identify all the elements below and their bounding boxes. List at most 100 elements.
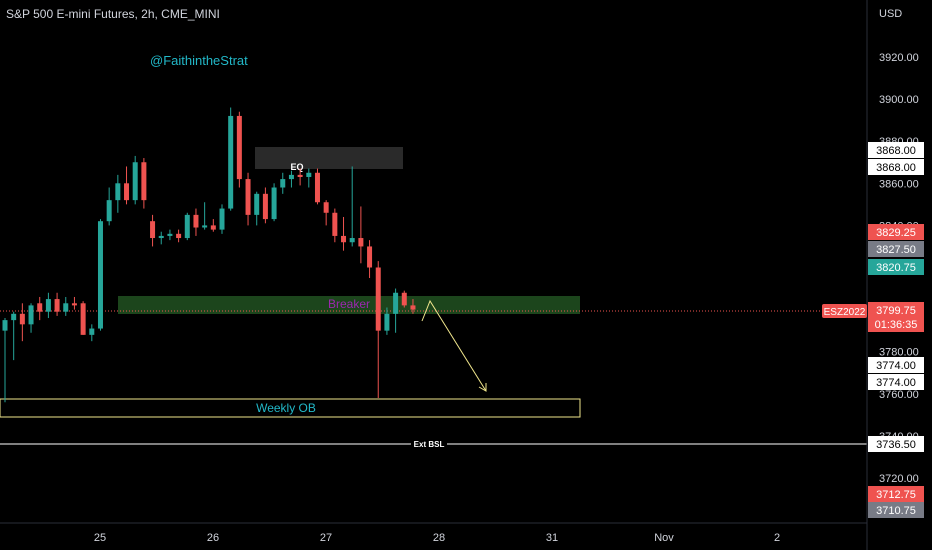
candle: [167, 229, 173, 241]
time-label: Nov: [654, 532, 674, 544]
time-label: 2: [774, 532, 780, 544]
candle: [19, 303, 25, 342]
candle: [132, 155, 138, 205]
candle-body: [393, 292, 399, 314]
candle: [63, 296, 69, 316]
candle: [314, 168, 320, 205]
candle: [245, 172, 251, 226]
price-label: 3712.75: [868, 486, 924, 502]
price-label: 3799.75: [868, 302, 924, 318]
price-label: 3868.00: [868, 142, 924, 158]
price-label: 3820.75: [868, 259, 924, 275]
candle: [176, 229, 182, 243]
candle-body: [410, 305, 416, 310]
candle-body: [132, 162, 138, 201]
ext-bsl-label-bg: [411, 438, 447, 450]
price-label-bg: [868, 357, 924, 373]
candle: [184, 212, 190, 241]
price-label-bg: [868, 259, 924, 275]
price-axis-labels: 3868.00 3868.00 3829.25 3827.50 3820.75 3799.…: [868, 142, 924, 518]
candle: [288, 170, 294, 188]
candle-body: [349, 238, 355, 243]
candle-body: [202, 225, 208, 228]
candle-body: [332, 212, 338, 236]
price-tick: 3780.00: [879, 347, 919, 359]
price-label-text: 3868.00: [876, 145, 916, 157]
price-label-bg: [868, 241, 924, 257]
candle: [80, 301, 86, 335]
price-tick: 3860.00: [879, 178, 919, 190]
price-label: 3829.25: [868, 224, 924, 240]
candle-body: [254, 193, 260, 215]
price-label: 3736.50: [868, 436, 924, 452]
candle-body: [367, 246, 373, 268]
symbol-title[interactable]: S&P 500 E-mini Futures, 2h, CME_MINI: [6, 7, 220, 21]
time-label: 27: [320, 532, 332, 544]
price-label-text: 3799.75: [876, 305, 916, 317]
candle: [384, 307, 390, 335]
candle: [271, 183, 277, 222]
candle-body: [193, 214, 199, 228]
candle: [97, 219, 103, 331]
ext-bsl-label: Ext BSL: [414, 440, 445, 449]
price-tick: 3720.00: [879, 473, 919, 485]
candle-body: [2, 320, 8, 331]
candle-body: [37, 303, 43, 312]
candle-body: [71, 303, 77, 306]
candle-body: [115, 183, 121, 201]
candle: [193, 208, 199, 236]
candle-body: [19, 313, 25, 325]
candle-body: [106, 200, 112, 222]
candle: [106, 187, 112, 226]
projection-path: [421, 299, 487, 392]
price-label-bg: [868, 159, 924, 175]
watermark-text: @FaithintheStrat: [150, 53, 248, 68]
price-label-bg: [868, 502, 924, 518]
candle: [375, 261, 381, 399]
candle: [37, 296, 43, 321]
time-axis-labels: 25 26 27 28 31 Nov 2: [94, 532, 780, 544]
price-label-text: 3868.00: [876, 162, 916, 174]
symbol-tag-bg: [822, 304, 867, 318]
candle: [228, 107, 234, 211]
candle-body: [280, 179, 286, 188]
price-label: 3827.50: [868, 241, 924, 257]
price-label: 3710.75: [868, 502, 924, 518]
price-label-text: 3827.50: [876, 244, 916, 256]
candle-body: [219, 208, 225, 230]
time-label: 25: [94, 532, 106, 544]
candle-body: [80, 303, 86, 335]
candle-body: [297, 174, 303, 177]
price-label-text: 3712.75: [876, 489, 916, 501]
candle: [89, 324, 95, 342]
projection-arrow[interactable]: [421, 299, 487, 392]
candle: [297, 168, 303, 186]
zones-layer: EQ Breaker Weekly OB Ext BSL: [0, 147, 867, 450]
arrow-head: [478, 383, 487, 392]
candle-body: [314, 172, 320, 203]
weekly-ob-label: Weekly OB: [256, 401, 316, 415]
price-label-bg: [868, 224, 924, 240]
candle-body: [28, 305, 34, 325]
candle: [219, 204, 225, 234]
candle-body: [384, 313, 390, 331]
candle: [202, 202, 208, 230]
candle: [124, 166, 130, 205]
candle-body: [401, 292, 407, 306]
price-label-text: 3774.00: [876, 360, 916, 372]
candle-body: [176, 233, 182, 239]
candle: [11, 311, 17, 361]
candle-body: [89, 328, 95, 335]
candle: [150, 214, 156, 247]
candle-body: [141, 162, 147, 201]
candle-body: [150, 221, 156, 239]
candle: [349, 166, 355, 247]
time-label: 26: [207, 532, 219, 544]
candle: [141, 158, 147, 209]
candle-body: [167, 233, 173, 236]
candle-body: [45, 299, 51, 312]
candle-body: [124, 183, 130, 201]
price-label-bg: [868, 316, 924, 332]
